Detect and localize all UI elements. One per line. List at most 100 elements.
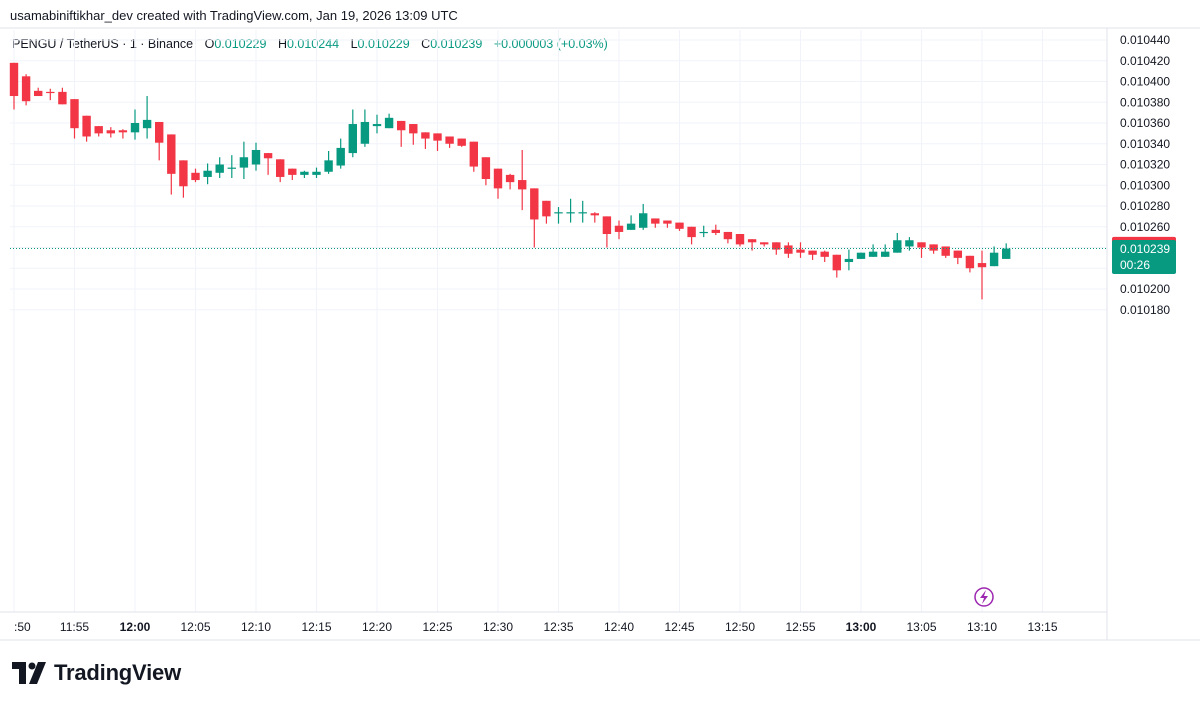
candle-body [772, 242, 781, 250]
last-price-text: 0.010239 [1120, 242, 1170, 256]
x-tick-label: 13:00 [846, 620, 877, 634]
candle-body [263, 153, 273, 159]
y-tick-label: 0.010340 [1120, 137, 1170, 151]
x-tick-label: 13:10 [967, 620, 997, 634]
candle-body [409, 124, 418, 134]
candle-body [530, 188, 539, 220]
x-tick-label: 12:10 [241, 620, 271, 634]
candle-body [989, 252, 999, 267]
candle-body [505, 174, 515, 183]
candle-body [142, 119, 152, 129]
candle-body [457, 138, 466, 146]
y-tick-label: 0.010440 [1120, 33, 1170, 47]
open-label: O [204, 37, 215, 51]
candle-body [929, 244, 938, 251]
candle-body [276, 159, 285, 177]
candle-body [784, 245, 793, 254]
tradingview-footer: TradingView [12, 660, 181, 686]
candle-body [251, 149, 261, 165]
close-label: C [421, 37, 431, 51]
candle-body [856, 252, 866, 259]
candle-body [288, 168, 297, 175]
candle-body [58, 91, 67, 105]
candle-body [965, 255, 975, 269]
candle-body [941, 246, 950, 256]
y-tick-label: 0.010180 [1120, 303, 1170, 317]
candle-body [21, 76, 31, 102]
candle-body [191, 172, 200, 181]
x-tick-label: 13:15 [1027, 620, 1057, 634]
candle-body [481, 157, 491, 180]
candle-body [977, 263, 987, 268]
x-tick-label: 12:15 [301, 620, 331, 634]
chart-credit: usamabiniftikhar_dev created with Tradin… [10, 8, 458, 23]
candle-body [566, 212, 575, 214]
candle-body [155, 121, 164, 143]
y-tick-label: 0.010400 [1120, 75, 1170, 89]
candle-body [760, 242, 769, 245]
x-tick-label: 11:55 [60, 620, 89, 634]
candle-body [953, 250, 962, 258]
candle-body [118, 130, 128, 133]
lightning-icon[interactable] [974, 587, 994, 607]
y-tick-label: 0.010380 [1120, 95, 1170, 109]
candle-body [893, 240, 902, 253]
candle-body [360, 121, 370, 144]
y-tick-label: 0.010420 [1120, 54, 1170, 68]
candle-body [324, 160, 333, 172]
low-label: L [350, 37, 358, 51]
high-label: H [277, 37, 287, 51]
y-tick-label: 0.010360 [1120, 116, 1170, 130]
candle-body [711, 229, 720, 233]
candle-body [445, 136, 454, 144]
x-tick-label: 12:55 [785, 620, 815, 634]
candle-body [651, 218, 660, 224]
candle-body [917, 242, 926, 248]
candle-body [421, 132, 430, 139]
candle-body [639, 213, 648, 228]
grid-lines [10, 30, 1107, 612]
candle-body [227, 167, 236, 169]
candle-body [735, 234, 745, 245]
candle-body [590, 213, 599, 216]
candle-body [554, 212, 563, 214]
candle-body [336, 147, 345, 166]
y-tick-label: 0.010260 [1120, 220, 1170, 234]
candle-body [94, 126, 103, 134]
x-tick-label: 12:00 [120, 620, 151, 634]
candle-body [9, 62, 19, 97]
candle-body [433, 133, 442, 141]
candle-body [300, 171, 309, 175]
candle-body [796, 249, 805, 253]
candle-body [808, 250, 817, 255]
candle-body [384, 117, 394, 129]
candle-body [832, 254, 841, 271]
candle-body [70, 99, 79, 129]
candle-body [1002, 248, 1011, 259]
x-tick-label: 13:05 [906, 620, 936, 634]
candle-body [203, 170, 212, 177]
candle-body [905, 240, 914, 247]
candle-body [578, 212, 587, 214]
axes: 0.010440 0.010420 0.010400 0.010380 0.010360… [0, 27, 1200, 641]
x-tick-label: 12:20 [362, 620, 392, 634]
candle-body [518, 180, 527, 190]
candle-body [130, 123, 140, 133]
candle-body [179, 160, 188, 187]
x-tick-label: 12:25 [422, 620, 452, 634]
candle-body [493, 168, 503, 189]
candle-body [675, 222, 684, 229]
candle-body [372, 124, 382, 127]
x-tick-label: 12:35 [543, 620, 573, 634]
candles [9, 62, 1011, 300]
candle-body [881, 251, 890, 257]
x-tick-label: 12:45 [664, 620, 694, 634]
candle-body [82, 115, 91, 137]
y-tick-label: 0.010200 [1120, 282, 1170, 296]
candle-body [723, 231, 733, 240]
candle-body [699, 231, 708, 234]
candle-body [687, 226, 696, 238]
candle-body [106, 130, 115, 134]
